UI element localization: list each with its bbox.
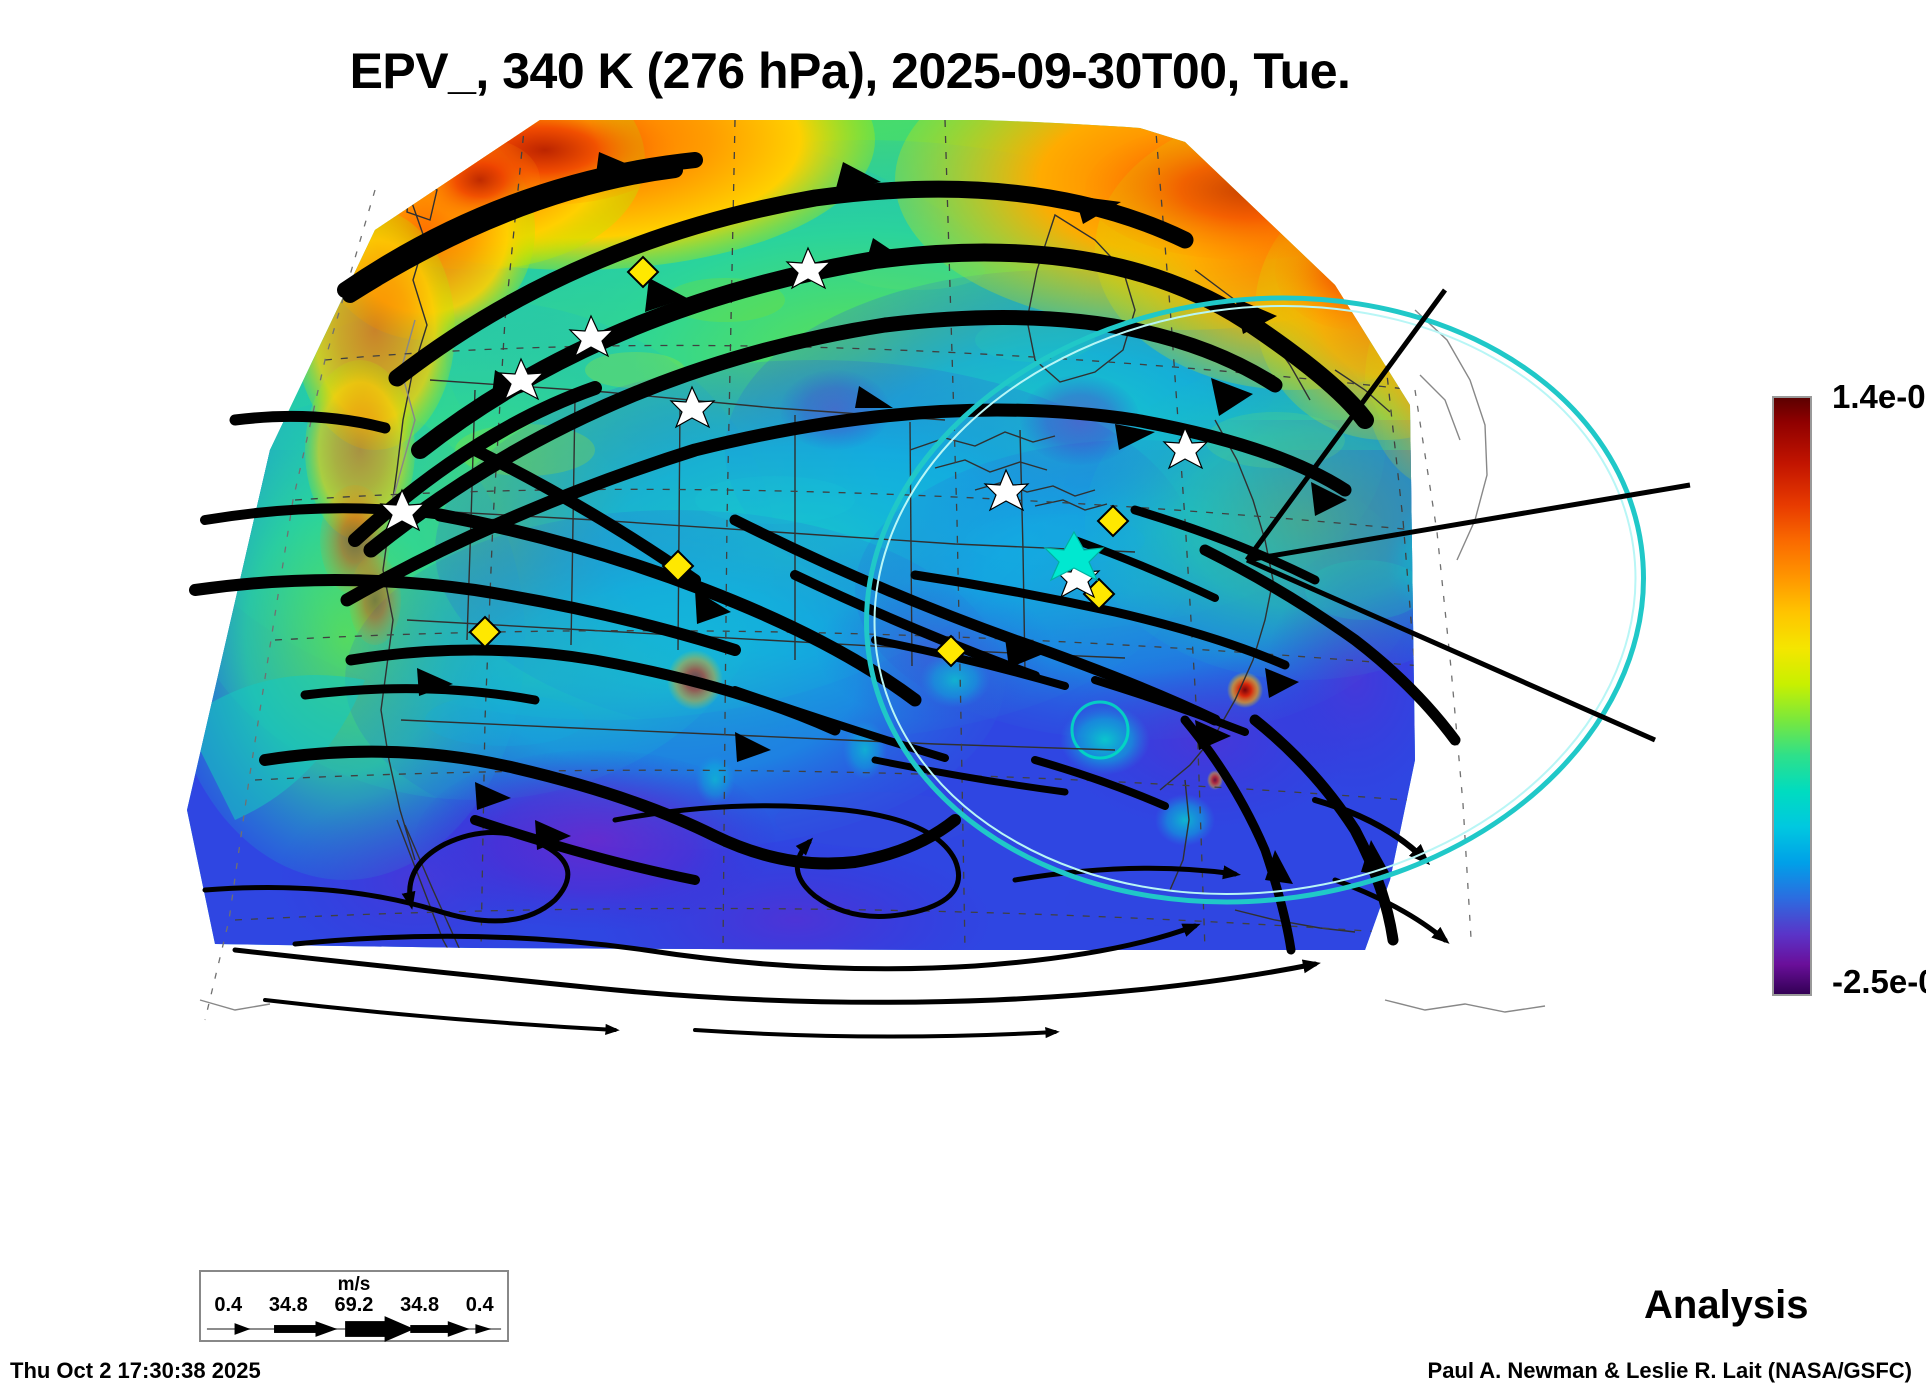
marker-star[interactable]: [785, 246, 832, 290]
streamline-arrowheads: [417, 152, 1391, 884]
marker-star[interactable]: [379, 488, 426, 532]
map-graticule-outside: [204, 189, 1472, 1021]
range-ring: [864, 295, 1646, 905]
marker-diamond[interactable]: [1082, 577, 1116, 611]
map-plot-area[interactable]: [175, 120, 1775, 1255]
azimuth-lines: [1244, 288, 1691, 743]
wind-legend-value: 0.4: [465, 1294, 494, 1316]
wind-legend-arrows: [206, 1316, 502, 1342]
colorbar: [1772, 396, 1812, 996]
marker-star[interactable]: [568, 314, 615, 358]
marker-diamond[interactable]: [1096, 504, 1130, 538]
wind-speed-legend: m/s 0.4 34.8 69.2 34.8 0.4: [199, 1270, 509, 1342]
marker-star[interactable]: [983, 468, 1030, 512]
marker-diamond-group[interactable]: [468, 255, 1130, 668]
marker-star[interactable]: [1162, 426, 1209, 470]
author-credit: Paul A. Newman & Leslie R. Lait (NASA/GS…: [1427, 1358, 1912, 1383]
colorbar-max-label: 1.4e-05: [1832, 378, 1926, 415]
wind-legend-value: 34.8: [400, 1294, 440, 1316]
marker-star[interactable]: [669, 385, 716, 429]
marker-diamond[interactable]: [468, 615, 502, 649]
wind-legend-value: 0.4: [214, 1294, 243, 1316]
colorbar-min-label: -2.5e-06: [1832, 963, 1926, 1000]
marker-diamond[interactable]: [934, 634, 968, 668]
wind-legend-value: 34.8: [268, 1294, 308, 1316]
marker-star-group[interactable]: [379, 246, 1209, 599]
marker-diamond[interactable]: [626, 255, 660, 289]
wind-legend-values: 0.4 34.8 69.2 34.8 0.4: [201, 1294, 507, 1317]
marker-station-cyan[interactable]: [1043, 530, 1105, 582]
generation-timestamp: Thu Oct 2 17:30:38 2025: [10, 1358, 261, 1383]
analysis-label: Analysis: [1644, 1283, 1809, 1327]
marker-diamond[interactable]: [661, 549, 695, 583]
map-svg[interactable]: [175, 120, 1775, 1255]
station-markers[interactable]: [379, 246, 1209, 668]
marker-star[interactable]: [498, 357, 545, 401]
page-title: EPV_, 340 K (276 hPa), 2025-09-30T00, Tu…: [349, 43, 1351, 99]
wind-legend-value: 69.2: [334, 1294, 374, 1316]
wind-legend-unit: m/s: [337, 1274, 371, 1295]
